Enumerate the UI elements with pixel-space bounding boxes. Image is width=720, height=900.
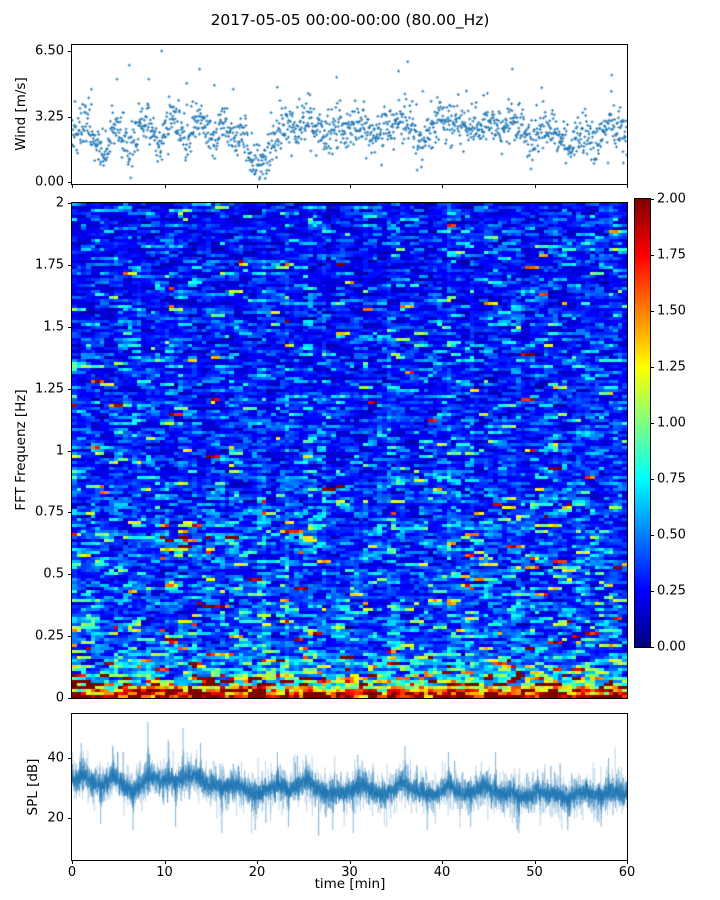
colorbar-tick-label: 1.25 xyxy=(657,359,686,375)
spl-xtick xyxy=(442,860,443,864)
spl-xtick-label: 40 xyxy=(433,865,451,880)
spectrogram-ytick-label: 1.5 xyxy=(43,319,64,335)
spl-xtick xyxy=(535,860,536,864)
colorbar-tick xyxy=(650,423,654,424)
colorbar-tick-label: 1.50 xyxy=(657,303,686,319)
spl-line-plot xyxy=(72,714,627,860)
spl-xtick-label: 50 xyxy=(526,865,543,880)
spectrogram-heatmap xyxy=(72,203,627,698)
colorbar-tick xyxy=(650,479,654,480)
colorbar-tick-label: 1.00 xyxy=(657,415,686,431)
colorbar-tick xyxy=(650,255,654,256)
spectrogram-ytick-label: 1.25 xyxy=(35,381,64,397)
wind-xtick xyxy=(535,184,536,188)
spl-ytick-label: 40 xyxy=(47,750,64,766)
colorbar-tick xyxy=(650,591,654,592)
spectrogram-ytick-label: 1.75 xyxy=(35,257,64,273)
spl-y-axis-label: SPL [dB] xyxy=(25,758,41,816)
colorbar-tick xyxy=(650,199,654,200)
wind-xtick xyxy=(627,184,628,188)
spl-xtick-label: 30 xyxy=(341,865,358,880)
colorbar-tick xyxy=(650,647,654,648)
colorbar-tick xyxy=(650,311,654,312)
time-x-axis-label: time [min] xyxy=(314,876,386,892)
wind-ytick-label: 6.50 xyxy=(35,43,64,59)
wind-xtick xyxy=(72,184,73,188)
spl-xtick xyxy=(627,860,628,864)
wind-ytick-label: 0.00 xyxy=(35,174,64,190)
spectrogram-ytick-label: 0.75 xyxy=(35,504,64,520)
spectrogram-ytick xyxy=(68,698,72,699)
spl-xtick-label: 10 xyxy=(156,865,173,880)
wind-xtick xyxy=(442,184,443,188)
spl-xtick-label: 60 xyxy=(618,865,636,880)
colorbar-tick-label: 0.50 xyxy=(657,527,686,543)
colorbar-tick-label: 0.25 xyxy=(657,583,686,599)
spectrogram-ytick-label: 0.25 xyxy=(35,628,64,644)
colorbar-tick-label: 1.75 xyxy=(657,247,686,263)
colorbar-tick-label: 0.00 xyxy=(657,639,686,655)
spl-xtick xyxy=(350,860,351,864)
wind-xtick xyxy=(165,184,166,188)
wind-y-axis-label: Wind [m/s] xyxy=(13,77,29,151)
wind-scatter-plot xyxy=(72,45,627,184)
spectrogram-ytick-label: 0 xyxy=(55,690,64,706)
spectrogram-ytick-label: 1 xyxy=(55,443,64,458)
wind-ytick-label: 3.25 xyxy=(35,109,64,124)
spectrogram-ytick-label: 0.5 xyxy=(43,566,64,582)
spl-xtick-label: 20 xyxy=(248,865,266,880)
colorbar-gradient xyxy=(635,199,650,647)
plot-title: 2017-05-05 00:00-00:00 (80.00_Hz) xyxy=(210,11,490,29)
spl-ytick-label: 20 xyxy=(47,810,64,826)
colorbar-tick-label: 0.75 xyxy=(657,471,686,487)
spectrogram-ytick-label: 2 xyxy=(55,195,64,211)
colorbar-tick-label: 2.00 xyxy=(657,191,686,207)
spl-xtick xyxy=(72,860,73,864)
spl-xtick xyxy=(257,860,258,864)
colorbar-tick xyxy=(650,367,654,368)
wind-xtick xyxy=(350,184,351,188)
spectrogram-y-axis-label: FFT Frequenz [Hz] xyxy=(13,389,29,511)
spl-xtick xyxy=(165,860,166,864)
colorbar-tick xyxy=(650,535,654,536)
spl-xtick-label: 0 xyxy=(67,865,77,880)
wind-xtick xyxy=(257,184,258,188)
